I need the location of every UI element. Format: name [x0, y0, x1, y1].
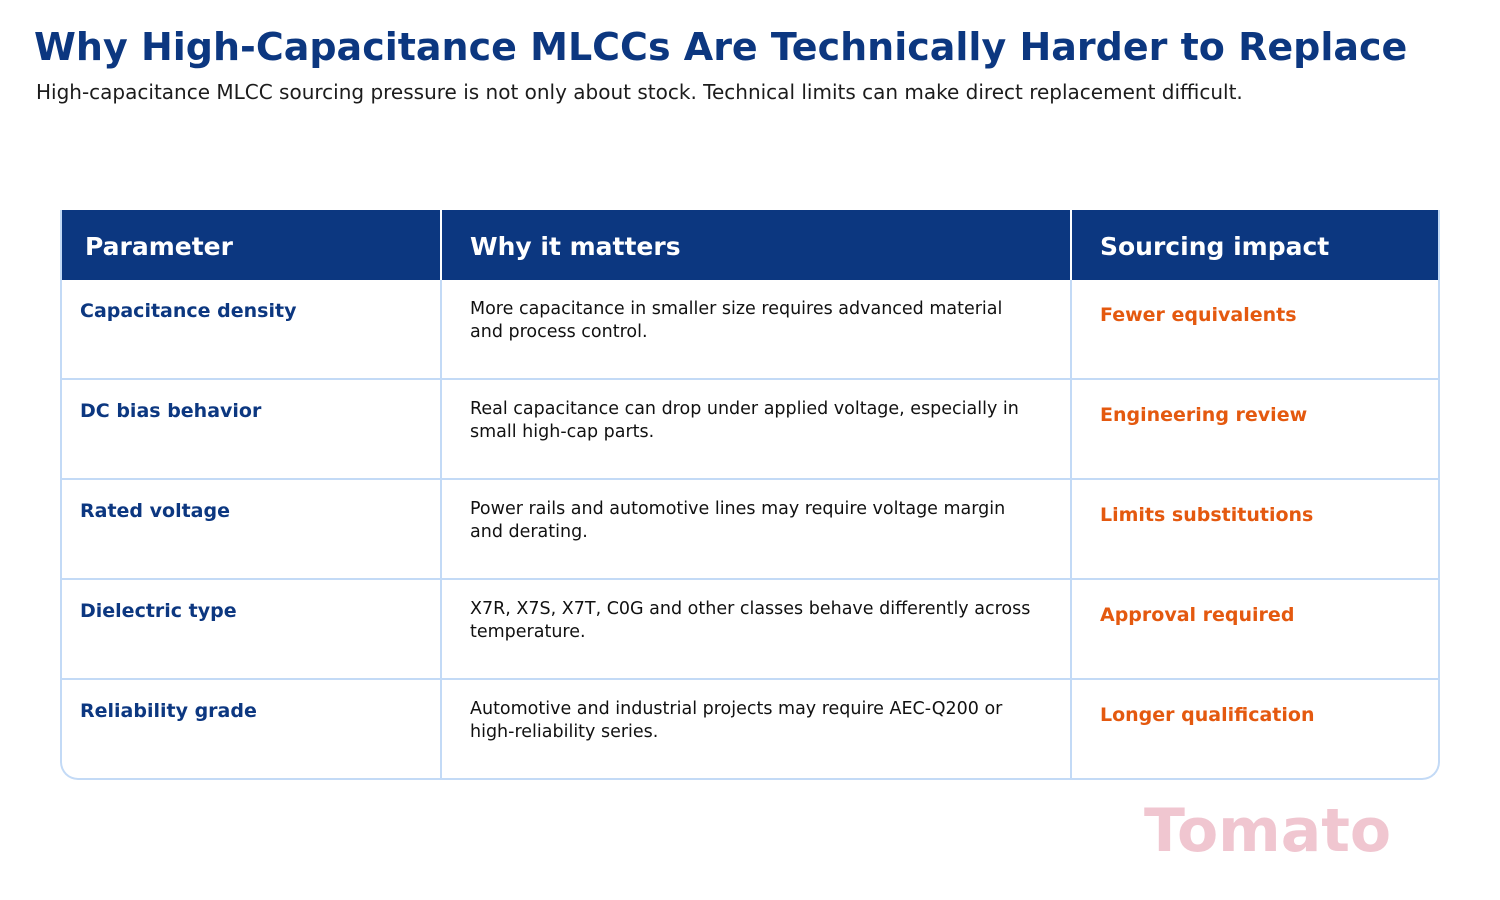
page-title: Why High-Capacitance MLCCs Are Technical… [34, 25, 1408, 69]
table-row: Dielectric type X7R, X7S, X7T, C0G and o… [62, 580, 1438, 680]
impact-cell: Fewer equivalents [1100, 304, 1297, 326]
header-divider [440, 210, 442, 280]
column-divider [440, 280, 442, 778]
column-header-why: Why it matters [470, 232, 681, 261]
impact-cell: Longer qualification [1100, 704, 1315, 726]
column-header-parameter: Parameter [85, 232, 233, 261]
why-cell: X7R, X7S, X7T, C0G and other classes beh… [470, 599, 1031, 642]
column-divider [1070, 280, 1072, 778]
impact-cell: Approval required [1100, 604, 1295, 626]
table-row: Reliability grade Automotive and industr… [62, 680, 1438, 778]
parameter-cell: Rated voltage [80, 500, 230, 522]
why-cell: Automotive and industrial projects may r… [470, 699, 1003, 742]
table-header: Parameter Why it matters Sourcing impact [62, 210, 1438, 280]
why-cell: More capacitance in smaller size require… [470, 299, 1003, 342]
parameter-cell: DC bias behavior [80, 400, 262, 422]
why-cell: Real capacitance can drop under applied … [470, 399, 1019, 442]
page-subtitle: High-capacitance MLCC sourcing pressure … [36, 80, 1243, 104]
parameter-cell: Dielectric type [80, 600, 237, 622]
comparison-table: Parameter Why it matters Sourcing impact… [60, 210, 1440, 780]
tomato-watermark: Tomato [1144, 796, 1392, 866]
impact-cell: Engineering review [1100, 404, 1308, 426]
column-header-impact: Sourcing impact [1100, 232, 1330, 261]
impact-cell: Limits substitutions [1100, 504, 1314, 526]
table-row: Capacitance density More capacitance in … [62, 280, 1438, 380]
why-cell: Power rails and automotive lines may req… [470, 499, 1006, 542]
parameter-cell: Capacitance density [80, 300, 297, 322]
parameter-cell: Reliability grade [80, 700, 257, 722]
header-divider [1070, 210, 1072, 280]
table-row: Rated voltage Power rails and automotive… [62, 480, 1438, 580]
table-row: DC bias behavior Real capacitance can dr… [62, 380, 1438, 480]
